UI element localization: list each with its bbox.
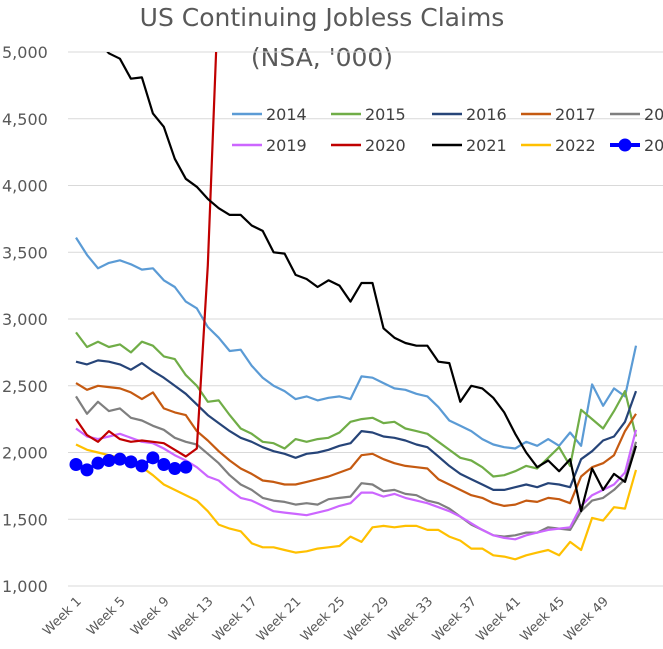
y-tick-label: 4,000	[2, 177, 48, 196]
y-tick-label: 2,000	[2, 444, 48, 463]
y-tick-label: 1,000	[2, 577, 48, 596]
data-point-2023-week-5	[113, 452, 127, 466]
data-point-2023-week-2	[80, 463, 94, 477]
legend-item-2023: 2023	[610, 136, 663, 155]
data-point-2023-week-1	[69, 458, 83, 472]
chart-subtitle: (NSA, '000)	[251, 43, 393, 72]
y-tick-label: 3,000	[2, 310, 48, 329]
legend-item-2016: 2016	[432, 105, 507, 124]
series-layer	[69, 52, 638, 561]
data-point-2023-week-8	[146, 451, 160, 465]
legend: 2014 2015 2016 2017 2018 2019 2020 2021 2022 2023	[232, 105, 663, 155]
data-point-2023-week-6	[124, 455, 138, 469]
legend-item-2019: 2019	[232, 136, 307, 155]
legend-label: 2022	[555, 136, 596, 155]
data-point-2023-week-9	[157, 458, 171, 472]
legend-label: 2014	[266, 105, 307, 124]
chart-title: US Continuing Jobless Claims	[140, 3, 505, 32]
legend-label: 2015	[365, 105, 406, 124]
legend-item-2022: 2022	[521, 136, 596, 155]
series-line-2021	[106, 52, 638, 513]
y-tick-label: 3,500	[2, 243, 48, 262]
legend-item-2020: 2020	[331, 136, 406, 155]
series-2014	[75, 237, 638, 450]
legend-item-2017: 2017	[521, 105, 596, 124]
legend-item-2021: 2021	[432, 136, 507, 155]
legend-item-2018: 2018	[610, 105, 663, 124]
legend-label: 2023	[644, 136, 663, 155]
series-2017	[75, 382, 637, 507]
y-axis: 1,000 1,500 2,000 2,500 3,000 3,500 4,000 4,500…	[2, 43, 48, 596]
legend-label: 2016	[466, 105, 507, 124]
series-2023	[69, 451, 193, 477]
y-tick-label: 2,500	[2, 377, 48, 396]
legend-label: 2017	[555, 105, 596, 124]
series-line-2018	[75, 395, 638, 538]
data-point-2023-week-11	[179, 460, 193, 474]
legend-label: 2018	[644, 105, 663, 124]
legend-label: 2021	[466, 136, 507, 155]
data-point-2023-week-3	[91, 456, 105, 470]
legend-item-2014: 2014	[232, 105, 307, 124]
data-point-2023-week-7	[135, 459, 149, 473]
data-point-2023-week-4	[102, 454, 116, 468]
legend-label: 2020	[365, 136, 406, 155]
series-2016	[75, 359, 638, 491]
series-2018	[75, 395, 638, 538]
series-line-2020	[75, 52, 218, 458]
data-point-2023-week-10	[168, 462, 182, 476]
legend-item-2015: 2015	[331, 105, 406, 124]
legend-label: 2019	[266, 136, 307, 155]
series-line-2019	[75, 427, 638, 541]
series-line-2017	[75, 382, 637, 507]
series-line-2016	[75, 359, 638, 491]
series-line-2022	[75, 443, 638, 561]
series-line-2014	[75, 237, 638, 450]
gridlines	[68, 51, 663, 587]
series-2022	[75, 443, 638, 561]
y-tick-label: 4,500	[2, 110, 48, 129]
y-tick-label: 5,000	[2, 43, 48, 62]
series-2021	[106, 52, 638, 513]
series-2019	[75, 427, 638, 541]
legend-marker	[618, 138, 632, 152]
series-2020	[75, 52, 218, 458]
y-tick-label: 1,500	[2, 510, 48, 529]
